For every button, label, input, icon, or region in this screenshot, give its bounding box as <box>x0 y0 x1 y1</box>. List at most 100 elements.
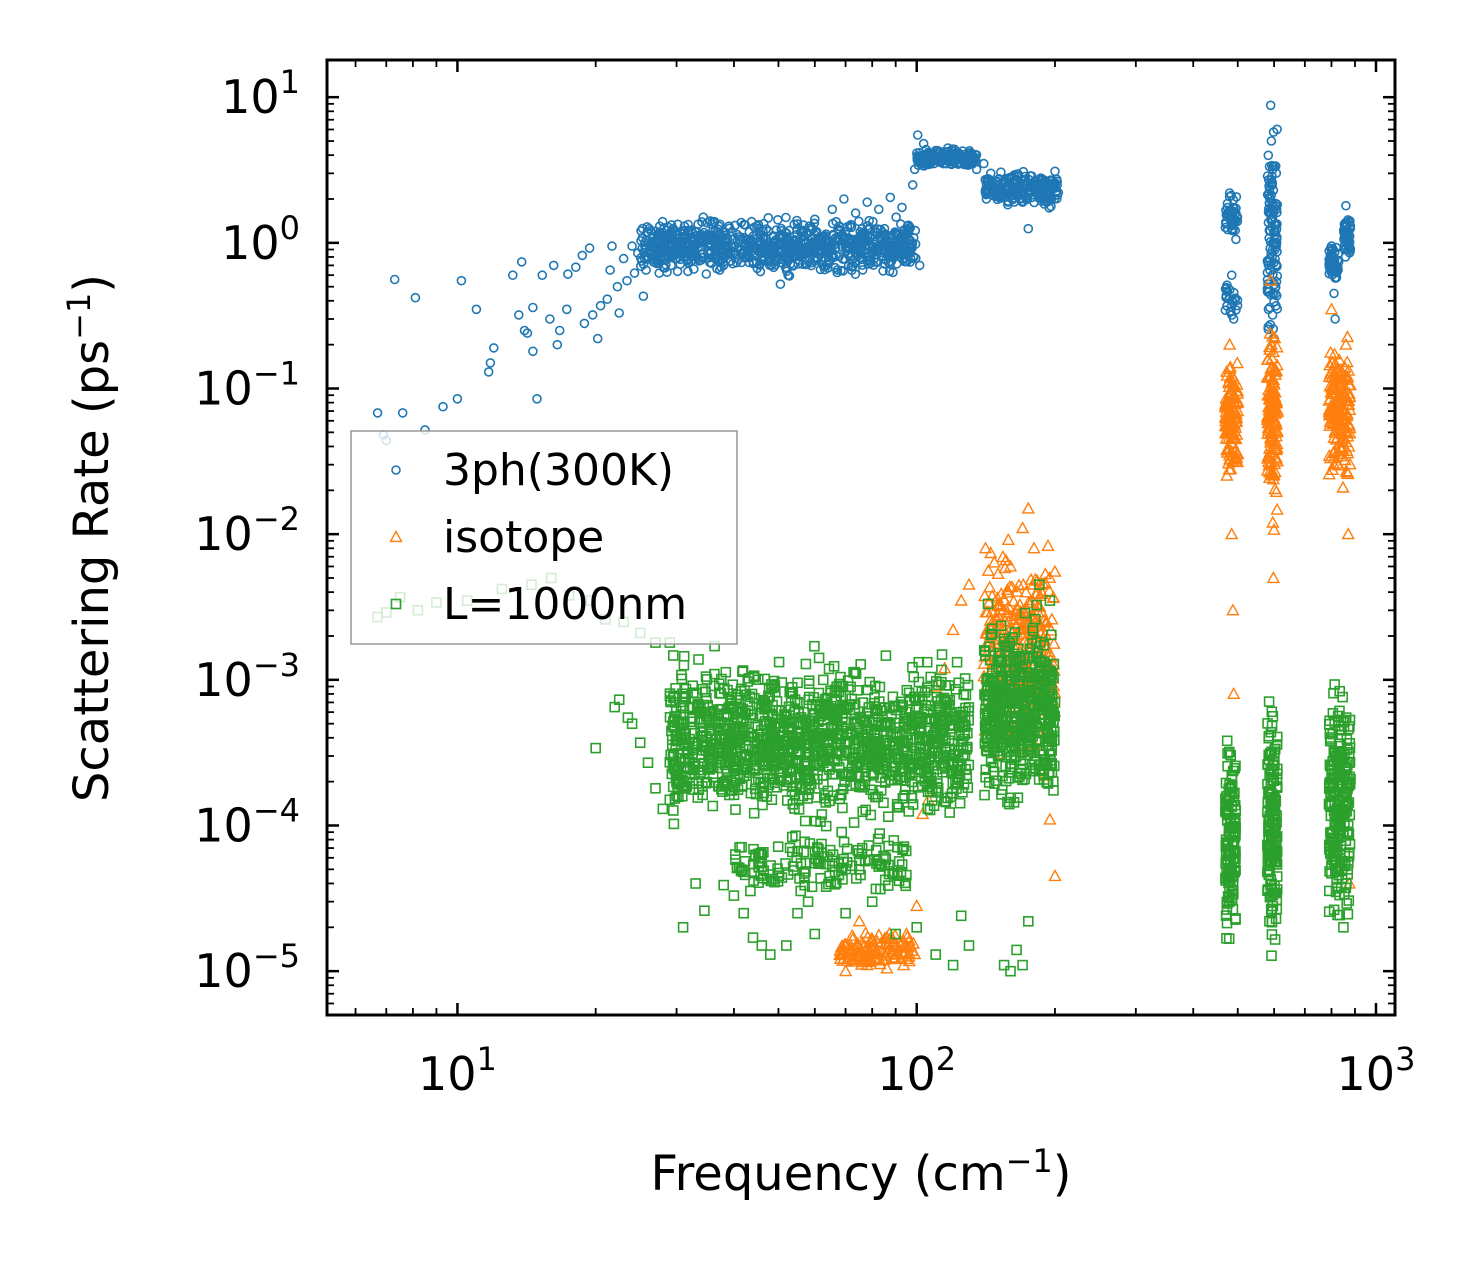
data-point-l-1000nm <box>786 786 798 798</box>
data-point-3ph-300k- <box>645 244 656 255</box>
data-point-isotope <box>1260 463 1275 476</box>
data-point-l-1000nm <box>729 781 741 793</box>
data-point-isotope <box>1340 425 1354 438</box>
data-point-3ph-300k- <box>579 318 590 329</box>
data-point-l-1000nm <box>678 740 690 751</box>
data-point-l-1000nm <box>730 754 742 766</box>
data-point-3ph-300k- <box>912 130 923 140</box>
data-point-isotope <box>946 623 960 636</box>
data-point-l-1000nm <box>864 676 876 688</box>
data-point-l-1000nm <box>1034 655 1046 666</box>
data-point-l-1000nm <box>743 673 755 684</box>
data-point-3ph-300k- <box>622 275 632 286</box>
data-point-l-1000nm <box>1019 715 1031 726</box>
data-point-l-1000nm <box>757 799 768 811</box>
data-point-isotope <box>902 954 916 967</box>
data-point-l-1000nm <box>680 783 691 794</box>
data-point-isotope <box>1006 594 1021 607</box>
data-point-l-1000nm <box>874 828 886 839</box>
data-point-l-1000nm <box>717 786 728 798</box>
data-point-l-1000nm <box>1030 613 1041 625</box>
data-point-3ph-300k- <box>903 228 914 238</box>
data-point-l-1000nm <box>709 715 721 727</box>
data-point-l-1000nm <box>1010 689 1022 701</box>
data-point-l-1000nm <box>950 683 962 695</box>
data-point-3ph-300k- <box>732 229 742 240</box>
data-point-l-1000nm <box>1016 743 1028 755</box>
data-point-l-1000nm <box>831 724 843 736</box>
data-point-l-1000nm <box>913 733 925 744</box>
data-point-l-1000nm <box>1265 726 1277 738</box>
data-point-l-1000nm <box>835 671 846 683</box>
data-point-3ph-300k- <box>641 235 652 245</box>
data-point-isotope <box>1269 363 1283 376</box>
data-point-isotope <box>1268 331 1282 344</box>
data-point-l-1000nm <box>980 690 992 702</box>
data-point-3ph-300k- <box>863 259 874 269</box>
data-point-isotope <box>845 928 859 941</box>
data-point-3ph-300k- <box>548 260 559 271</box>
data-point-l-1000nm <box>1037 745 1049 756</box>
data-point-l-1000nm <box>798 846 810 858</box>
data-point-l-1000nm <box>670 770 682 782</box>
data-point-3ph-300k- <box>1268 288 1279 299</box>
data-point-l-1000nm <box>857 697 869 708</box>
data-point-3ph-300k- <box>1268 127 1279 137</box>
data-point-l-1000nm <box>1271 816 1282 828</box>
data-point-isotope <box>863 951 878 964</box>
data-point-l-1000nm <box>672 733 684 745</box>
data-point-3ph-300k- <box>752 238 763 248</box>
data-point-3ph-300k- <box>782 233 793 244</box>
data-point-l-1000nm <box>982 732 994 744</box>
data-point-isotope <box>876 953 890 966</box>
data-point-3ph-300k- <box>868 216 878 227</box>
data-point-3ph-300k- <box>911 148 922 158</box>
data-point-l-1000nm <box>850 738 862 750</box>
data-point-l-1000nm <box>1229 762 1240 774</box>
data-point-isotope <box>1326 355 1340 368</box>
data-point-l-1000nm <box>1230 760 1241 772</box>
data-point-l-1000nm <box>784 753 796 765</box>
data-point-3ph-300k- <box>920 154 931 165</box>
data-point-l-1000nm <box>979 689 990 700</box>
data-point-3ph-300k- <box>862 197 873 207</box>
data-point-l-1000nm <box>951 656 963 668</box>
data-point-l-1000nm <box>1269 750 1280 761</box>
data-point-l-1000nm <box>824 753 835 765</box>
data-point-l-1000nm <box>813 652 825 664</box>
data-point-l-1000nm <box>1221 932 1232 944</box>
data-point-l-1000nm <box>836 826 848 838</box>
data-point-l-1000nm <box>754 749 766 761</box>
data-point-l-1000nm <box>1016 747 1027 758</box>
data-point-3ph-300k- <box>883 257 894 268</box>
data-point-l-1000nm <box>1267 775 1279 786</box>
data-point-isotope <box>861 953 875 966</box>
data-point-3ph-300k- <box>507 270 518 281</box>
data-point-isotope <box>1037 613 1051 626</box>
data-point-3ph-300k- <box>561 304 572 315</box>
data-point-l-1000nm <box>816 755 828 767</box>
data-point-isotope <box>1221 456 1236 469</box>
data-point-l-1000nm <box>801 772 812 783</box>
data-point-l-1000nm <box>697 781 708 792</box>
data-point-isotope <box>1225 527 1239 540</box>
data-point-3ph-300k- <box>809 214 820 225</box>
data-point-isotope <box>1262 465 1277 478</box>
data-point-l-1000nm <box>1031 599 1042 611</box>
data-point-l-1000nm <box>922 684 933 696</box>
data-point-3ph-300k- <box>827 204 838 215</box>
data-point-l-1000nm <box>870 703 882 715</box>
data-point-isotope <box>1330 456 1344 469</box>
data-point-l-1000nm <box>840 747 852 758</box>
data-point-3ph-300k- <box>728 247 739 258</box>
data-point-isotope <box>1045 612 1059 625</box>
data-point-l-1000nm <box>1268 798 1279 810</box>
data-point-3ph-300k- <box>879 239 890 249</box>
data-point-l-1000nm <box>1223 831 1235 843</box>
data-point-l-1000nm <box>984 720 995 732</box>
data-point-l-1000nm <box>840 863 852 875</box>
data-point-3ph-300k- <box>1220 284 1231 294</box>
data-point-3ph-300k- <box>554 325 565 336</box>
data-point-l-1000nm <box>707 800 719 812</box>
data-point-3ph-300k- <box>693 253 704 264</box>
